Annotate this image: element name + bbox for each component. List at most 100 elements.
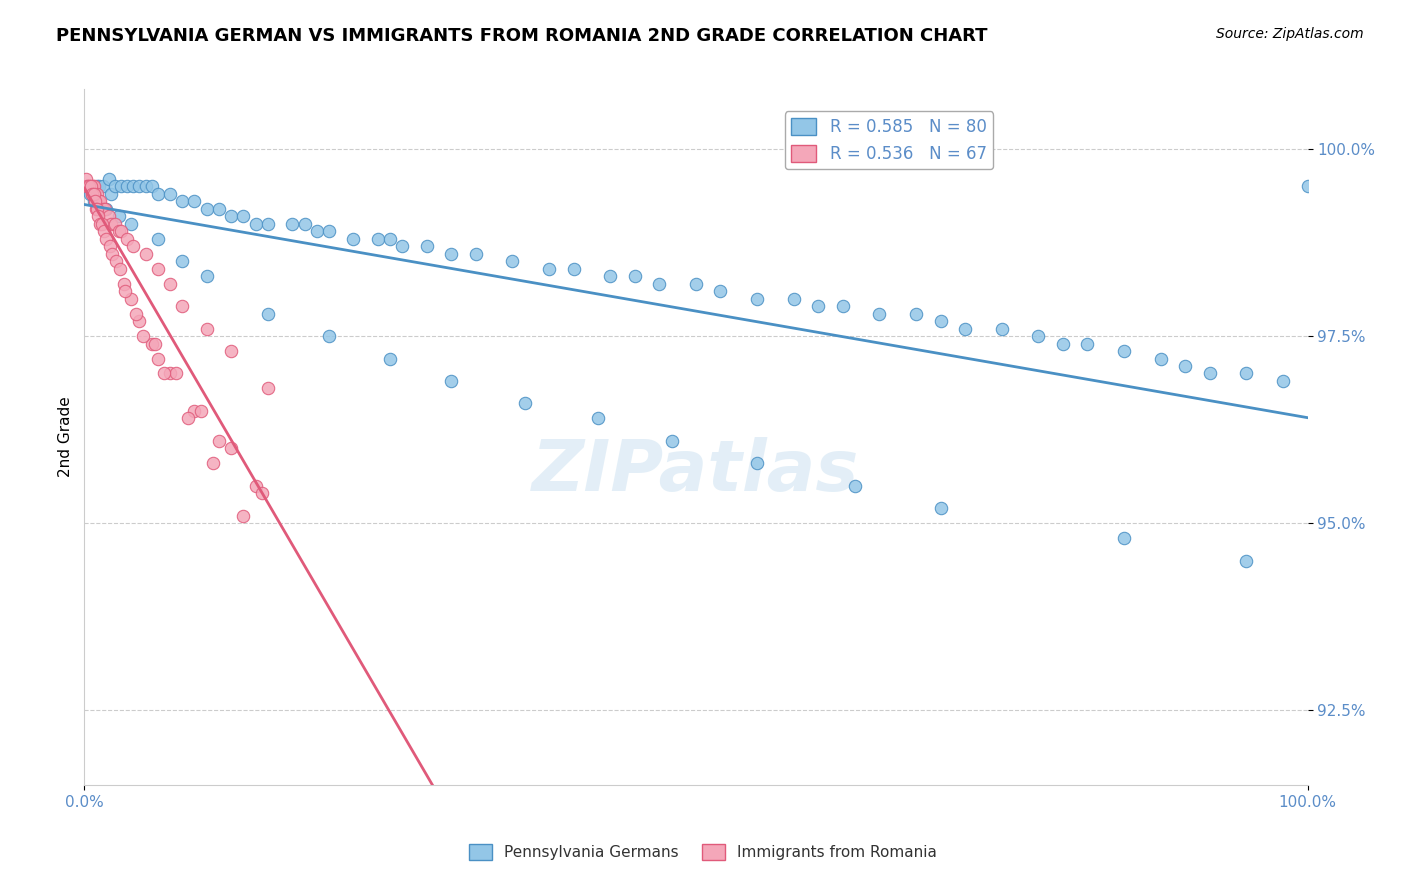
Point bbox=[135, 179, 157, 194]
Point bbox=[538, 261, 561, 276]
Point bbox=[159, 367, 181, 381]
Point bbox=[75, 172, 97, 186]
Point bbox=[159, 277, 181, 291]
Point bbox=[91, 217, 114, 231]
Point bbox=[128, 179, 150, 194]
Text: Source: ZipAtlas.com: Source: ZipAtlas.com bbox=[1216, 27, 1364, 41]
Point bbox=[991, 321, 1014, 335]
Point bbox=[107, 224, 129, 238]
Point bbox=[844, 479, 866, 493]
Point bbox=[208, 434, 231, 448]
Point bbox=[87, 194, 110, 209]
Point bbox=[83, 179, 105, 194]
Point bbox=[82, 179, 104, 194]
Point bbox=[83, 194, 105, 209]
Point bbox=[661, 434, 683, 448]
Point bbox=[80, 179, 103, 194]
Point bbox=[141, 336, 163, 351]
Point bbox=[172, 299, 194, 313]
Point bbox=[250, 486, 273, 500]
Point bbox=[513, 396, 536, 410]
Point bbox=[153, 367, 176, 381]
Point bbox=[929, 501, 952, 516]
Point bbox=[440, 247, 463, 261]
Point bbox=[89, 194, 111, 209]
Point bbox=[114, 284, 136, 298]
Point bbox=[122, 179, 145, 194]
Point bbox=[1272, 374, 1295, 388]
Point bbox=[128, 314, 150, 328]
Point bbox=[464, 247, 486, 261]
Point bbox=[89, 217, 111, 231]
Point bbox=[219, 442, 242, 456]
Point bbox=[165, 367, 187, 381]
Point bbox=[135, 247, 157, 261]
Point bbox=[146, 232, 169, 246]
Point bbox=[87, 210, 110, 224]
Point bbox=[562, 261, 585, 276]
Point bbox=[440, 374, 463, 388]
Point bbox=[146, 186, 169, 201]
Point bbox=[190, 404, 212, 418]
Point bbox=[96, 232, 118, 246]
Point bbox=[391, 239, 413, 253]
Point bbox=[257, 381, 280, 395]
Point bbox=[79, 179, 101, 194]
Point bbox=[110, 179, 132, 194]
Point bbox=[1052, 336, 1074, 351]
Point bbox=[120, 292, 142, 306]
Point bbox=[79, 186, 101, 201]
Point bbox=[219, 210, 242, 224]
Point bbox=[586, 411, 609, 425]
Point bbox=[318, 329, 340, 343]
Point bbox=[1114, 531, 1136, 545]
Point bbox=[807, 299, 830, 313]
Point bbox=[1236, 367, 1258, 381]
Y-axis label: 2nd Grade: 2nd Grade bbox=[58, 397, 73, 477]
Point bbox=[93, 224, 115, 238]
Point bbox=[146, 351, 169, 366]
Point bbox=[195, 202, 218, 216]
Point bbox=[281, 217, 304, 231]
Point bbox=[747, 292, 769, 306]
Point bbox=[245, 479, 267, 493]
Point bbox=[94, 202, 117, 216]
Point bbox=[232, 210, 254, 224]
Point bbox=[84, 202, 107, 216]
Point bbox=[831, 299, 853, 313]
Point bbox=[120, 217, 142, 231]
Point bbox=[257, 307, 280, 321]
Point bbox=[86, 186, 108, 201]
Point bbox=[100, 186, 122, 201]
Point bbox=[380, 232, 402, 246]
Point bbox=[1174, 359, 1197, 373]
Point bbox=[97, 210, 120, 224]
Point bbox=[82, 186, 104, 201]
Point bbox=[502, 254, 524, 268]
Point bbox=[257, 217, 280, 231]
Point bbox=[100, 217, 122, 231]
Point bbox=[747, 456, 769, 470]
Point bbox=[1114, 344, 1136, 359]
Point bbox=[648, 277, 671, 291]
Point bbox=[305, 224, 328, 238]
Point bbox=[143, 336, 166, 351]
Point bbox=[1236, 553, 1258, 567]
Point bbox=[87, 179, 110, 194]
Point bbox=[108, 261, 131, 276]
Point bbox=[1028, 329, 1050, 343]
Point bbox=[183, 404, 205, 418]
Point bbox=[77, 179, 100, 194]
Point bbox=[80, 186, 103, 201]
Point bbox=[101, 247, 124, 261]
Point bbox=[115, 232, 138, 246]
Point bbox=[245, 217, 267, 231]
Text: PENNSYLVANIA GERMAN VS IMMIGRANTS FROM ROMANIA 2ND GRADE CORRELATION CHART: PENNSYLVANIA GERMAN VS IMMIGRANTS FROM R… bbox=[56, 27, 988, 45]
Point bbox=[905, 307, 928, 321]
Point bbox=[869, 307, 891, 321]
Point bbox=[87, 194, 110, 209]
Point bbox=[97, 172, 120, 186]
Point bbox=[1076, 336, 1098, 351]
Point bbox=[929, 314, 952, 328]
Point bbox=[380, 351, 402, 366]
